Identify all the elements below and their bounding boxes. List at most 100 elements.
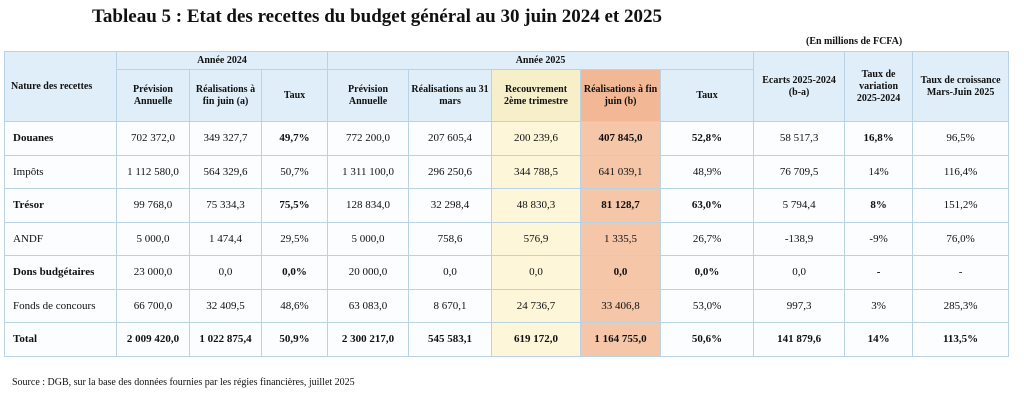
cell-taux24: 29,5% xyxy=(260,221,329,256)
cell-prev25: 63 083,0 xyxy=(327,288,410,323)
unit-note: (En millions de FCFA) xyxy=(806,36,903,47)
row-label: Impôts xyxy=(4,154,117,189)
cell-croiss: 285,3% xyxy=(912,288,1010,323)
table-row: Dons budgétaires 23 000,0 0,0 0,0% 20 000,0 0… xyxy=(4,255,1010,290)
cell-taux25: 53,0% xyxy=(660,288,755,323)
table-row: ANDF 5 000,0 1 474,4 29,5% 5 000,0 758,6 576,9… xyxy=(4,221,1010,256)
cell-prev25: 20 000,0 xyxy=(327,255,410,290)
cell-prev25: 772 200,0 xyxy=(327,121,410,156)
cell-taux25: 26,7% xyxy=(660,221,755,256)
budget-table: Nature des recettes Année 2024 Année 202… xyxy=(4,51,1010,357)
cell-prev24: 5 000,0 xyxy=(116,221,190,256)
cell-recouv: 576,9 xyxy=(491,221,582,256)
cell-real24: 349 327,7 xyxy=(189,121,262,156)
cell-ecart: -138,9 xyxy=(753,221,846,256)
cell-mars: 545 583,1 xyxy=(408,322,493,357)
cell-ecart: 141 879,6 xyxy=(753,322,846,357)
header-prevision-2025: Prévision Annuelle xyxy=(327,69,410,122)
cell-real24: 0,0 xyxy=(189,255,262,290)
cell-prev24: 702 372,0 xyxy=(116,121,190,156)
cell-var: - xyxy=(844,255,914,290)
row-label: ANDF xyxy=(4,221,117,256)
cell-taux25: 0,0% xyxy=(660,255,755,290)
cell-croiss: 76,0% xyxy=(912,221,1010,256)
cell-recouv: 619 172,0 xyxy=(491,322,582,357)
cell-ecart: 5 794,4 xyxy=(753,188,846,223)
cell-taux24: 49,7% xyxy=(260,121,329,156)
cell-real25: 641 039,1 xyxy=(580,154,662,189)
source-note: Source : DGB, sur la base des données fo… xyxy=(12,377,355,388)
header-prevision-2024: Prévision Annuelle xyxy=(116,69,190,122)
cell-recouv: 344 788,5 xyxy=(491,154,582,189)
cell-taux25: 52,8% xyxy=(660,121,755,156)
cell-prev25: 1 311 100,0 xyxy=(327,154,410,189)
cell-taux25: 50,6% xyxy=(660,322,755,357)
header-realisations-mars: Réalisations au 31 mars xyxy=(408,69,493,122)
cell-prev25: 2 300 217,0 xyxy=(327,322,410,357)
table-row: Total 2 009 420,0 1 022 875,4 50,9% 2 300 21… xyxy=(4,322,1010,357)
cell-recouv: 24 736,7 xyxy=(491,288,582,323)
cell-croiss: 151,2% xyxy=(912,188,1010,223)
cell-ecart: 0,0 xyxy=(753,255,846,290)
cell-prev24: 2 009 420,0 xyxy=(116,322,190,357)
cell-mars: 32 298,4 xyxy=(408,188,493,223)
table-row: Trésor 99 768,0 75 334,3 75,5% 128 834,0 32 2… xyxy=(4,188,1010,223)
row-label: Total xyxy=(4,322,117,357)
table-row: Impôts 1 112 580,0 564 329,6 50,7% 1 311 100… xyxy=(4,154,1010,189)
cell-var: -9% xyxy=(844,221,914,256)
cell-var: 14% xyxy=(844,322,914,357)
header-year-2025: Année 2025 xyxy=(327,51,755,70)
cell-real24: 75 334,3 xyxy=(189,188,262,223)
header-ecarts: Ecarts 2025-2024 (b-a) xyxy=(753,51,846,122)
cell-real24: 32 409,5 xyxy=(189,288,262,323)
header-realisations-2024: Réalisations à fin juin (a) xyxy=(189,69,262,122)
cell-prev25: 128 834,0 xyxy=(327,188,410,223)
cell-taux25: 63,0% xyxy=(660,188,755,223)
header-realisations-2025: Réalisations à fin juin (b) xyxy=(580,69,662,122)
cell-var: 3% xyxy=(844,288,914,323)
cell-prev24: 1 112 580,0 xyxy=(116,154,190,189)
cell-real24: 564 329,6 xyxy=(189,154,262,189)
row-label: Dons budgétaires xyxy=(4,255,117,290)
cell-mars: 8 670,1 xyxy=(408,288,493,323)
cell-taux24: 50,9% xyxy=(260,322,329,357)
cell-real25: 81 128,7 xyxy=(580,188,662,223)
row-label: Fonds de concours xyxy=(4,288,117,323)
cell-real25: 1 335,5 xyxy=(580,221,662,256)
cell-prev24: 23 000,0 xyxy=(116,255,190,290)
cell-ecart: 58 517,3 xyxy=(753,121,846,156)
header-taux-2025: Taux xyxy=(660,69,755,122)
table-title: Tableau 5 : Etat des recettes du budget … xyxy=(92,6,662,27)
cell-croiss: 113,5% xyxy=(912,322,1010,357)
cell-real25: 1 164 755,0 xyxy=(580,322,662,357)
cell-recouv: 48 830,3 xyxy=(491,188,582,223)
table-row: Fonds de concours 66 700,0 32 409,5 48,6% 63… xyxy=(4,288,1010,323)
cell-real25: 0,0 xyxy=(580,255,662,290)
row-label: Trésor xyxy=(4,188,117,223)
cell-prev25: 5 000,0 xyxy=(327,221,410,256)
cell-real25: 407 845,0 xyxy=(580,121,662,156)
header-taux-croissance: Taux de croissance Mars-Juin 2025 xyxy=(912,51,1010,122)
cell-prev24: 66 700,0 xyxy=(116,288,190,323)
cell-croiss: 116,4% xyxy=(912,154,1010,189)
cell-recouv: 200 239,6 xyxy=(491,121,582,156)
cell-mars: 296 250,6 xyxy=(408,154,493,189)
header-recouvrement: Recouvrement 2ème trimestre xyxy=(491,69,582,122)
table-body: Douanes 702 372,0 349 327,7 49,7% 772 200,0 2… xyxy=(4,121,1010,357)
cell-ecart: 76 709,5 xyxy=(753,154,846,189)
table-row: Douanes 702 372,0 349 327,7 49,7% 772 200,0 2… xyxy=(4,121,1010,156)
cell-real25: 33 406,8 xyxy=(580,288,662,323)
cell-var: 16,8% xyxy=(844,121,914,156)
row-label: Douanes xyxy=(4,121,117,156)
cell-var: 14% xyxy=(844,154,914,189)
cell-prev24: 99 768,0 xyxy=(116,188,190,223)
cell-mars: 207 605,4 xyxy=(408,121,493,156)
cell-taux24: 0,0% xyxy=(260,255,329,290)
header-taux-variation: Taux de variation 2025-2024 xyxy=(844,51,914,122)
header-year-2024: Année 2024 xyxy=(115,51,329,70)
cell-taux25: 48,9% xyxy=(660,154,755,189)
cell-real24: 1 022 875,4 xyxy=(189,322,262,357)
cell-mars: 0,0 xyxy=(408,255,493,290)
cell-taux24: 48,6% xyxy=(260,288,329,323)
cell-croiss: - xyxy=(912,255,1010,290)
